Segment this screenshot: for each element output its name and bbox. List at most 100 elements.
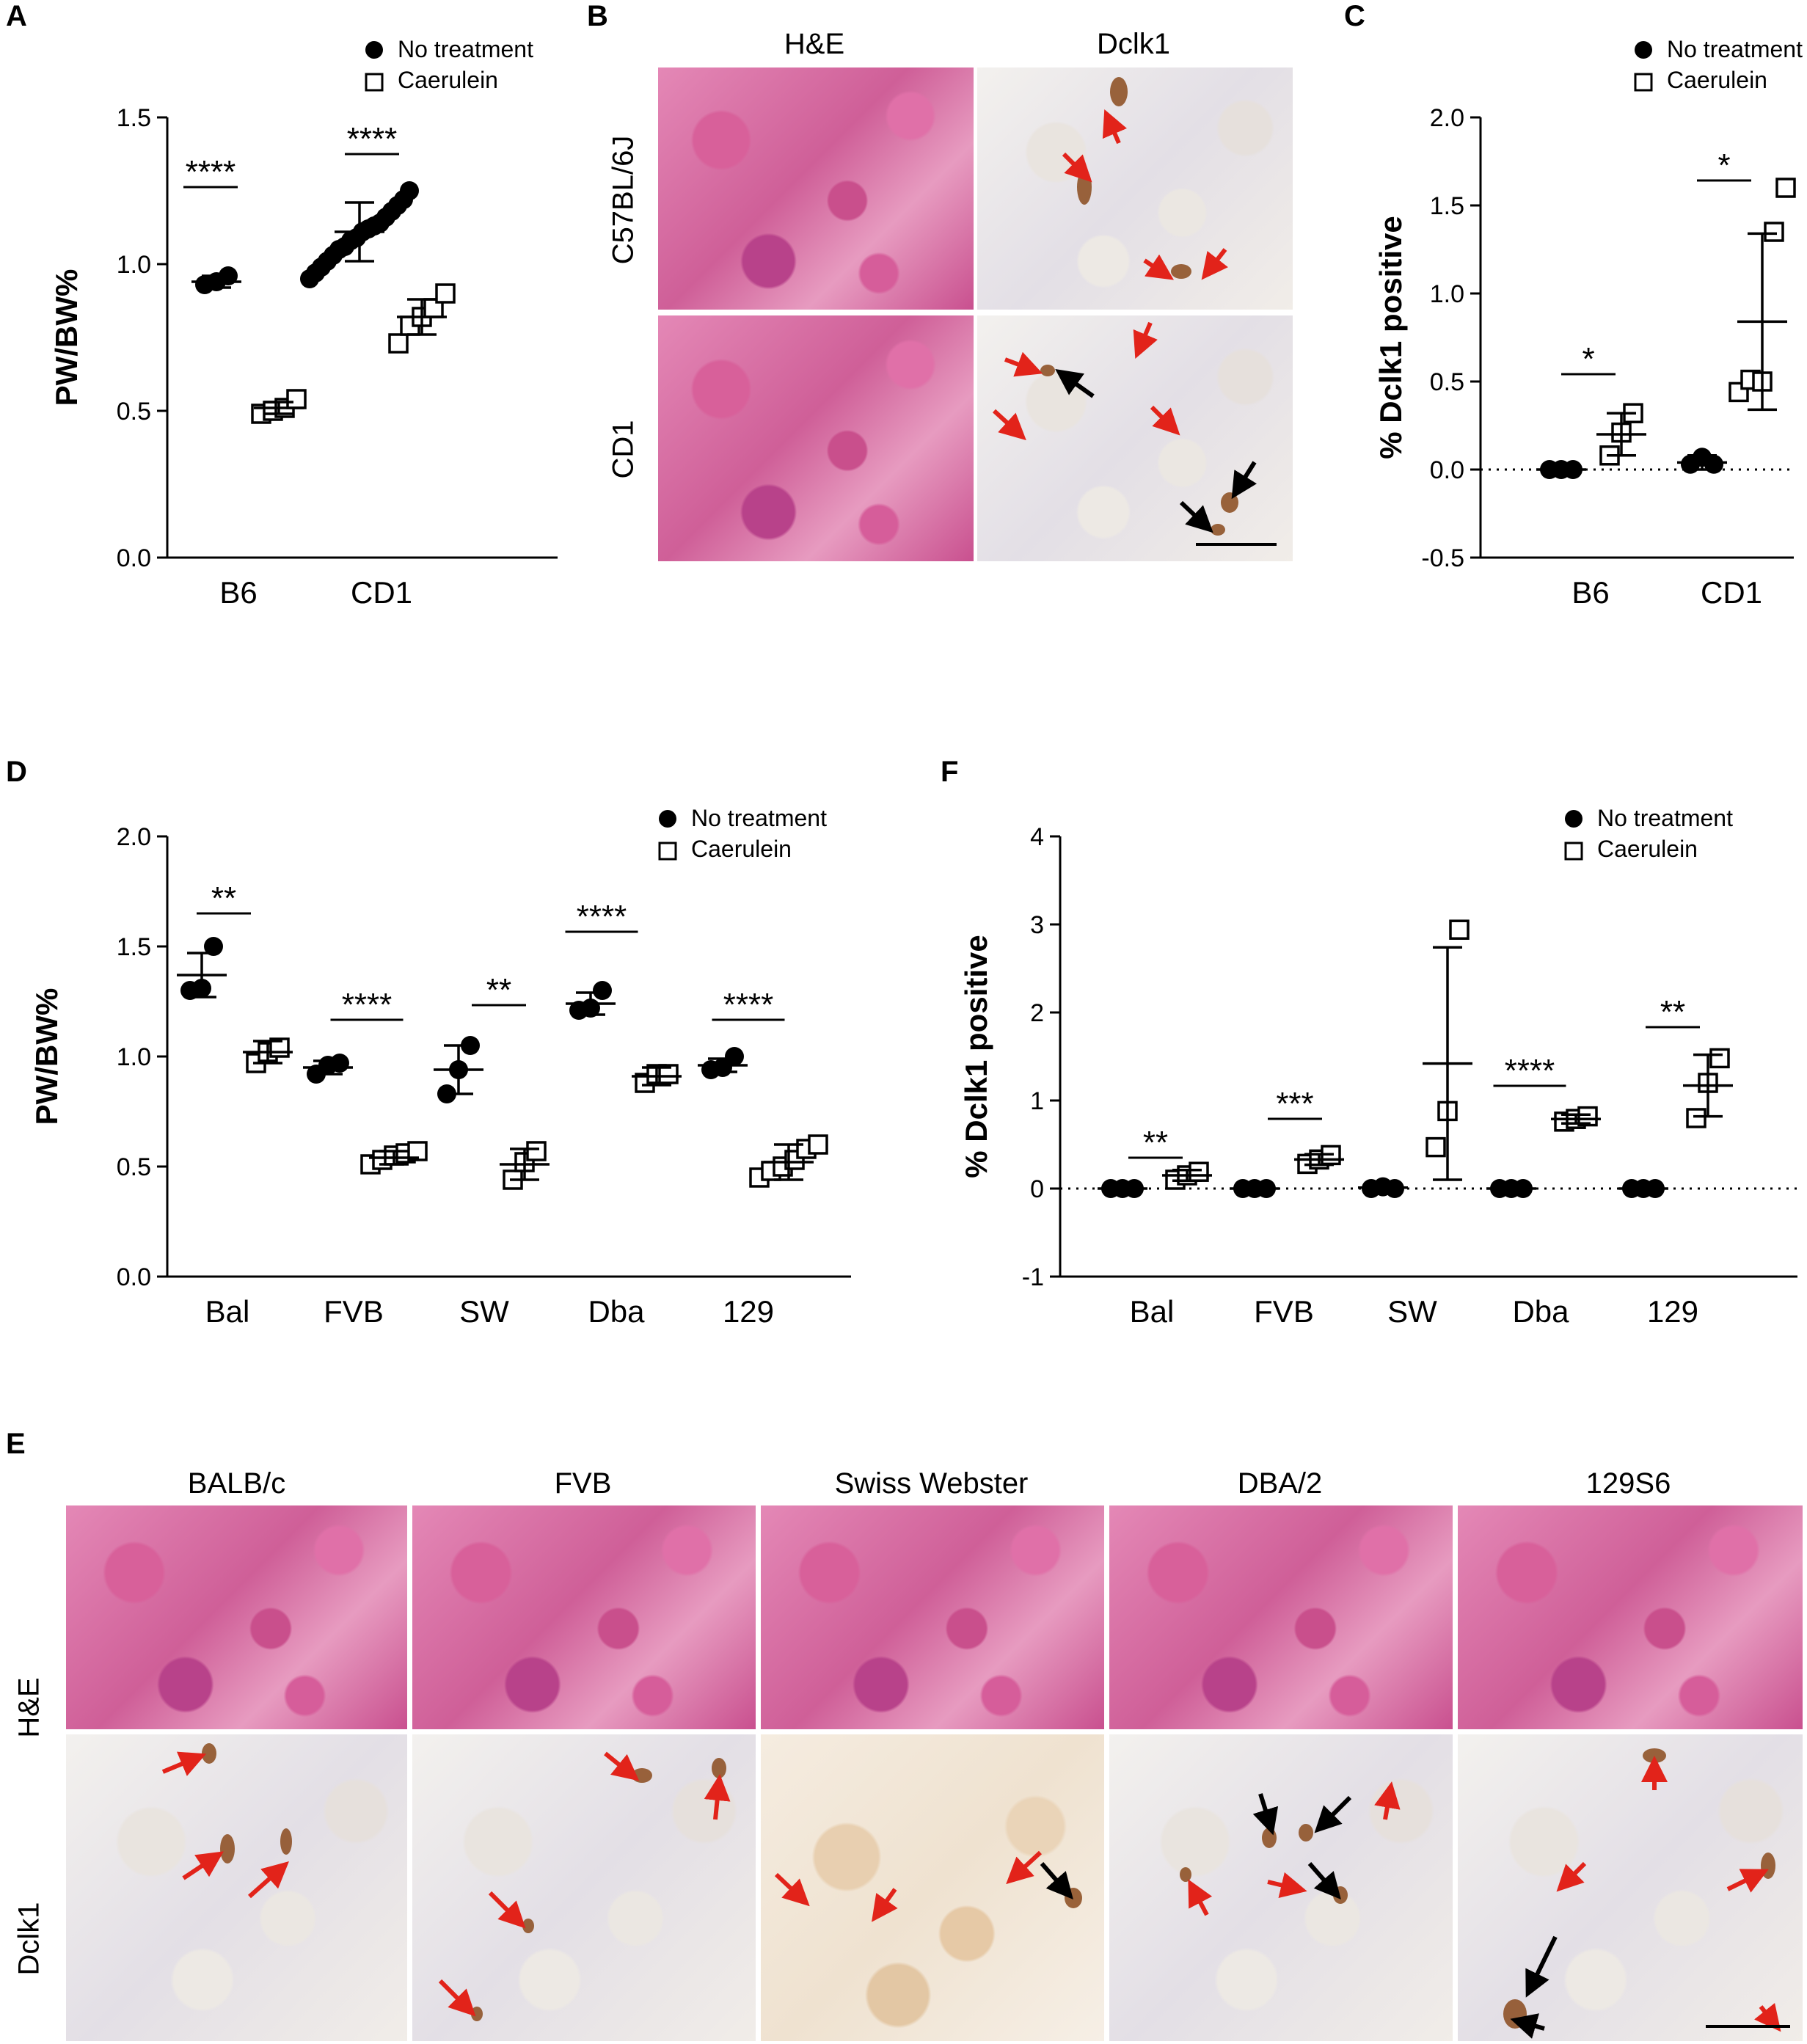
dclk1-stain	[1221, 492, 1238, 513]
red-arrow-icon	[1133, 321, 1158, 359]
dclk1-stain	[1262, 1828, 1277, 1848]
chart-d-y-tick-label: 1.5	[117, 933, 151, 961]
red-arrow-icon	[1374, 1781, 1401, 1820]
red-arrow-icon	[1006, 1850, 1043, 1885]
dclk1-stain	[280, 1828, 292, 1855]
chart-c-legend-marker-caerulein	[1634, 73, 1653, 92]
dclk1-stain	[1110, 77, 1128, 106]
micrograph-e-dba-he	[1109, 1505, 1453, 1729]
micrograph-e-balbc-he	[66, 1505, 407, 1729]
dclk1-stain	[632, 1768, 652, 1783]
chart-c-y-tick-label: -0.5	[1421, 544, 1464, 572]
dclk1-stain	[1180, 1867, 1191, 1882]
chart-d: 0.00.51.01.52.0PW/BW%Bal FVB SW Dba 129*****…	[29, 805, 851, 1329]
chart-f-y-tick-label: 3	[1030, 911, 1044, 939]
chart-d-legend-label-no-treatment: No treatment	[691, 805, 827, 831]
chart-f-y-tick-label: 2	[1030, 999, 1044, 1027]
chart-f-legend-marker-caerulein	[1564, 842, 1583, 861]
red-arrow-icon	[438, 1979, 476, 2017]
chart-f-category-label: SW	[1387, 1294, 1437, 1329]
chart-d-y-axis-label: PW/BW%	[29, 988, 64, 1125]
micrograph-b-c57-he	[658, 67, 974, 310]
chart-d-legend-label-caerulein: Caerulein	[691, 836, 792, 862]
red-arrow-icon	[1556, 1861, 1587, 1892]
chart-f-significance-label: **	[1660, 994, 1685, 1030]
dclk1-stain	[1333, 1886, 1348, 1904]
chart-a: 0.0 0.5 1.0 1.5 PW/BW% B6 CD1 **** **** No treatm…	[49, 36, 558, 610]
chart-d-category-label: SW	[459, 1294, 509, 1329]
chart-d-point-no-treatment	[593, 981, 612, 1000]
red-arrow-icon	[182, 1851, 224, 1880]
red-arrow-icon	[161, 1751, 207, 1776]
chart-d-category-label: Dba	[588, 1294, 645, 1329]
chart-a-point-caerulein	[435, 283, 456, 304]
chart-d-point-caerulein	[526, 1141, 547, 1161]
b-col-header-dclk1: Dclk1	[1096, 28, 1171, 60]
chart-f-y-tick-label: 1	[1030, 1087, 1044, 1115]
chart-d-y-tick-label: 2.0	[117, 823, 151, 851]
chart-f-category-label: FVB	[1254, 1294, 1314, 1329]
chart-c-y-tick-label: 2.0	[1430, 104, 1464, 132]
chart-f-point-caerulein	[1709, 1048, 1730, 1069]
red-arrow-icon	[1188, 1879, 1213, 1916]
chart-c-y-axis-label: % Dclk1 positive	[1373, 216, 1408, 459]
dclk1-stain	[1299, 1824, 1313, 1842]
red-arrow-icon	[1201, 248, 1228, 280]
chart-f-category-label: Bal	[1130, 1294, 1175, 1329]
red-arrow-icon	[488, 1891, 526, 1929]
micrograph-b-c57-dclk1	[977, 67, 1293, 310]
chart-c-y-tick-label: 1.0	[1430, 280, 1464, 308]
chart-f-category-label: Dba	[1512, 1294, 1569, 1329]
dclk1-stain	[202, 1743, 216, 1764]
panel-letter-a: A	[6, 0, 27, 32]
micrograph-e-fvb-he	[412, 1505, 756, 1729]
black-arrow-icon	[1314, 1795, 1352, 1833]
red-arrow-icon	[1150, 405, 1180, 436]
chart-c-point-caerulein	[1764, 222, 1784, 242]
chart-a-point-no-treatment	[400, 181, 419, 200]
red-arrow-icon	[1004, 351, 1043, 377]
chart-a-significance-label: ****	[347, 121, 398, 157]
chart-c-y-tick-label: 0.5	[1430, 368, 1464, 396]
chart-c-category-label: CD1	[1701, 575, 1762, 610]
chart-c-y-tick-label: 0.0	[1430, 456, 1464, 484]
chart-d-significance-label: **	[486, 972, 511, 1008]
chart-a-y-tick-label: 0.5	[117, 398, 151, 426]
chart-a-legend-marker-no-treatment	[365, 41, 383, 59]
red-arrow-icon	[774, 1872, 810, 1907]
chart-f-y-tick-label: 4	[1030, 823, 1044, 851]
red-arrow-icon	[1753, 2003, 1781, 2032]
chart-a-legend-marker-caerulein	[365, 73, 384, 92]
chart-f-y-axis-label: % Dclk1 positive	[959, 935, 993, 1178]
chart-c-significance-label: *	[1582, 341, 1594, 377]
chart-a-y-tick-label: 1.5	[117, 104, 151, 132]
chart-f-y-tick-label: 0	[1030, 1175, 1044, 1203]
dclk1-stain	[712, 1758, 726, 1778]
dclk1-stain	[1211, 524, 1225, 536]
e-col-header-5: 129S6	[1585, 1467, 1671, 1500]
red-arrow-icon	[872, 1888, 898, 1922]
chart-f-significance-label: ***	[1276, 1086, 1313, 1122]
black-arrow-icon	[1055, 369, 1095, 398]
chart-c-significance-label: *	[1717, 147, 1730, 183]
chart-d-y-tick-label: 1.0	[117, 1043, 151, 1071]
chart-f-legend-marker-no-treatment	[1565, 810, 1583, 828]
micrograph-e-sw-he	[761, 1505, 1104, 1729]
chart-a-category-label: B6	[219, 575, 257, 610]
chart-a-y-axis-label: PW/BW%	[49, 269, 84, 406]
chart-a-legend-label-no-treatment: No treatment	[398, 36, 533, 62]
micrograph-e-129-he	[1458, 1505, 1803, 1729]
red-arrow-icon	[604, 1751, 640, 1781]
chart-d-category-label: Bal	[205, 1294, 250, 1329]
chart-a-y-tick-label: 1.0	[117, 251, 151, 279]
black-arrow-icon	[1510, 2013, 1545, 2039]
dclk1-stain	[471, 2007, 483, 2021]
dclk1-stain	[220, 1834, 235, 1864]
red-arrow-icon	[1143, 254, 1174, 280]
chart-d-point-no-treatment	[725, 1047, 744, 1066]
black-arrow-icon	[1307, 1862, 1341, 1900]
black-arrow-icon	[1231, 461, 1257, 500]
chart-f-legend-label-no-treatment: No treatment	[1597, 805, 1733, 831]
e-col-header-3: Swiss Webster	[834, 1467, 1029, 1500]
